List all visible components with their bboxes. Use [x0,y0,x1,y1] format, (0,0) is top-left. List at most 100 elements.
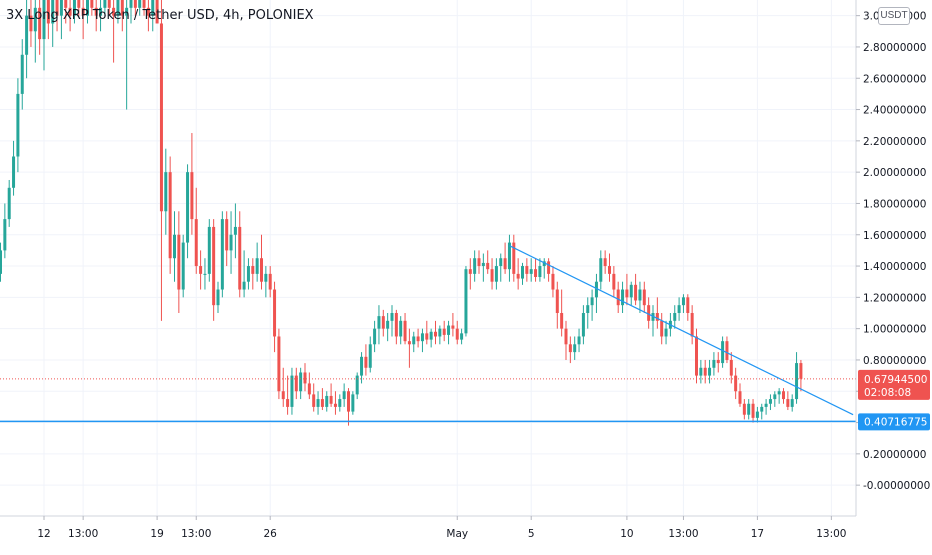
candle-up [542,261,546,267]
candle-down [660,320,664,337]
candle-down [194,219,198,267]
candle-up [460,333,464,340]
candle-up [499,258,503,267]
candle-up [3,219,7,251]
candle-up [173,234,176,259]
time-tick-label: 19 [150,528,163,540]
candle-down [94,7,98,16]
candle-up [20,54,24,94]
candle-down [225,219,229,251]
candle-down [142,0,146,8]
candle-down [725,341,729,360]
candle-up [420,333,424,342]
candle-down [612,273,616,290]
candle-down [738,391,742,404]
time-tick-label: 10 [620,528,633,540]
candle-up [760,406,764,412]
candle-down [38,7,42,40]
candle-down [112,7,116,16]
candle-down [716,359,720,364]
candle-up [773,394,777,400]
candle-down [177,234,181,290]
candle-down [547,261,551,274]
candle-down [516,273,520,279]
candle-down [381,316,385,329]
candle-up [151,0,155,16]
candle-down [734,375,738,392]
current-price-value: 0.67944500 [864,374,927,386]
candle-up [464,269,468,334]
candle-up [233,226,237,235]
candle-down [695,336,698,376]
time-tick-label: 5 [528,528,535,540]
candle-down [90,0,94,8]
candle-up [72,0,76,16]
time-tick-label: May [446,528,468,540]
candle-down [425,333,429,340]
candle-down [568,344,572,353]
candle-down [199,266,203,274]
time-tick-label: 13:00 [816,528,846,540]
candle-up [325,395,329,407]
candle-down [786,399,790,407]
candle-up [664,328,668,337]
price-tick-label: 2.80000000 [863,42,926,54]
candle-up [25,15,29,55]
candle-down [434,331,437,337]
candle-down [159,23,163,212]
candle-up [290,375,294,407]
candle-down [68,7,72,16]
candle-down [616,289,620,306]
candle-up [438,328,442,337]
candle-up [103,0,107,8]
candle-up [790,399,794,407]
candle-down [490,269,494,282]
candle-down [133,0,137,8]
candle-up [795,363,799,400]
current-price-badge [858,369,930,400]
candle-down [29,15,33,32]
time-tick-label: 26 [264,528,278,540]
candle-up [264,273,268,282]
candle-up [342,391,346,400]
candle-up [586,305,590,313]
candle-down [55,0,59,16]
candle-down [77,0,81,8]
candle-countdown: 02:08:08 [864,387,911,399]
candle-up [621,289,625,306]
candle-down [655,313,659,321]
candle-down [690,313,694,337]
candle-down [312,394,316,407]
candle-up [764,403,768,407]
candle-up [229,234,233,251]
candle-up [447,325,451,335]
candle-down [238,226,242,290]
candle-up [125,7,129,16]
price-tick-label: 1.20000000 [863,292,926,304]
candle-up [338,399,342,407]
candle-down [642,289,646,306]
candle-up [16,93,20,157]
candle-up [673,313,677,321]
candle-down [686,297,690,313]
candle-down [329,395,333,404]
candle-up [747,403,751,415]
candle-down [303,372,307,384]
candle-down [294,375,298,392]
candle-up [538,266,542,278]
candle-down [625,289,629,298]
candle-down [416,336,420,342]
candle-up [577,336,581,345]
price-tick-label: 0.80000000 [863,355,926,367]
price-tick-label: 1.60000000 [863,230,926,242]
candle-down [486,262,490,270]
candle-up [521,266,524,279]
candle-up [494,266,498,282]
currency-unit-button[interactable]: USDT [878,7,910,25]
candle-down [782,391,785,400]
candle-down [320,399,324,407]
candle-down [634,284,638,301]
price-tick-label: 1.40000000 [863,261,926,273]
